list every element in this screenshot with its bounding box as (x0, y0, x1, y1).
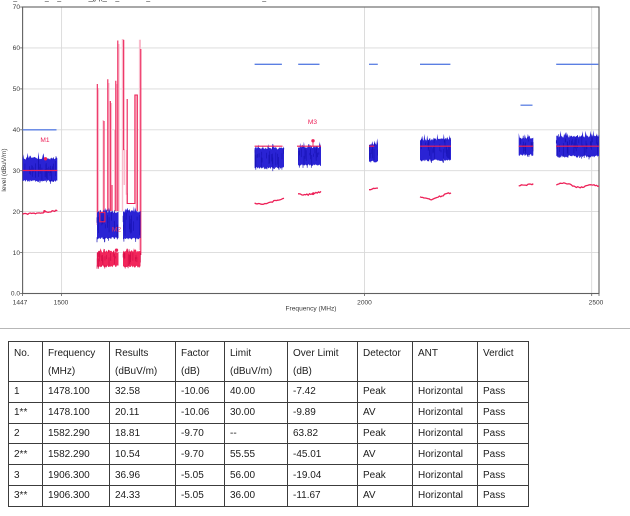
svg-text:2000: 2000 (357, 300, 372, 307)
svg-text:40: 40 (13, 127, 21, 134)
svg-text:2500: 2500 (589, 300, 604, 307)
svg-text:M1: M1 (40, 137, 49, 144)
svg-text:30: 30 (13, 168, 21, 175)
svg-text:50: 50 (13, 86, 21, 93)
svg-text:20: 20 (13, 209, 21, 216)
svg-text:1500: 1500 (54, 300, 69, 307)
svg-text:60: 60 (13, 45, 21, 52)
svg-text:level (dBuV/m): level (dBuV/m) (1, 148, 8, 191)
svg-text:M3: M3 (308, 119, 317, 126)
svg-text:0.0: 0.0 (11, 291, 20, 298)
svg-text:Frequency (MHz): Frequency (MHz) (286, 306, 337, 313)
svg-text:M2: M2 (112, 227, 121, 234)
svg-text:70: 70 (13, 4, 21, 11)
svg-text:1447: 1447 (13, 300, 28, 307)
svg-text:10: 10 (13, 250, 21, 257)
